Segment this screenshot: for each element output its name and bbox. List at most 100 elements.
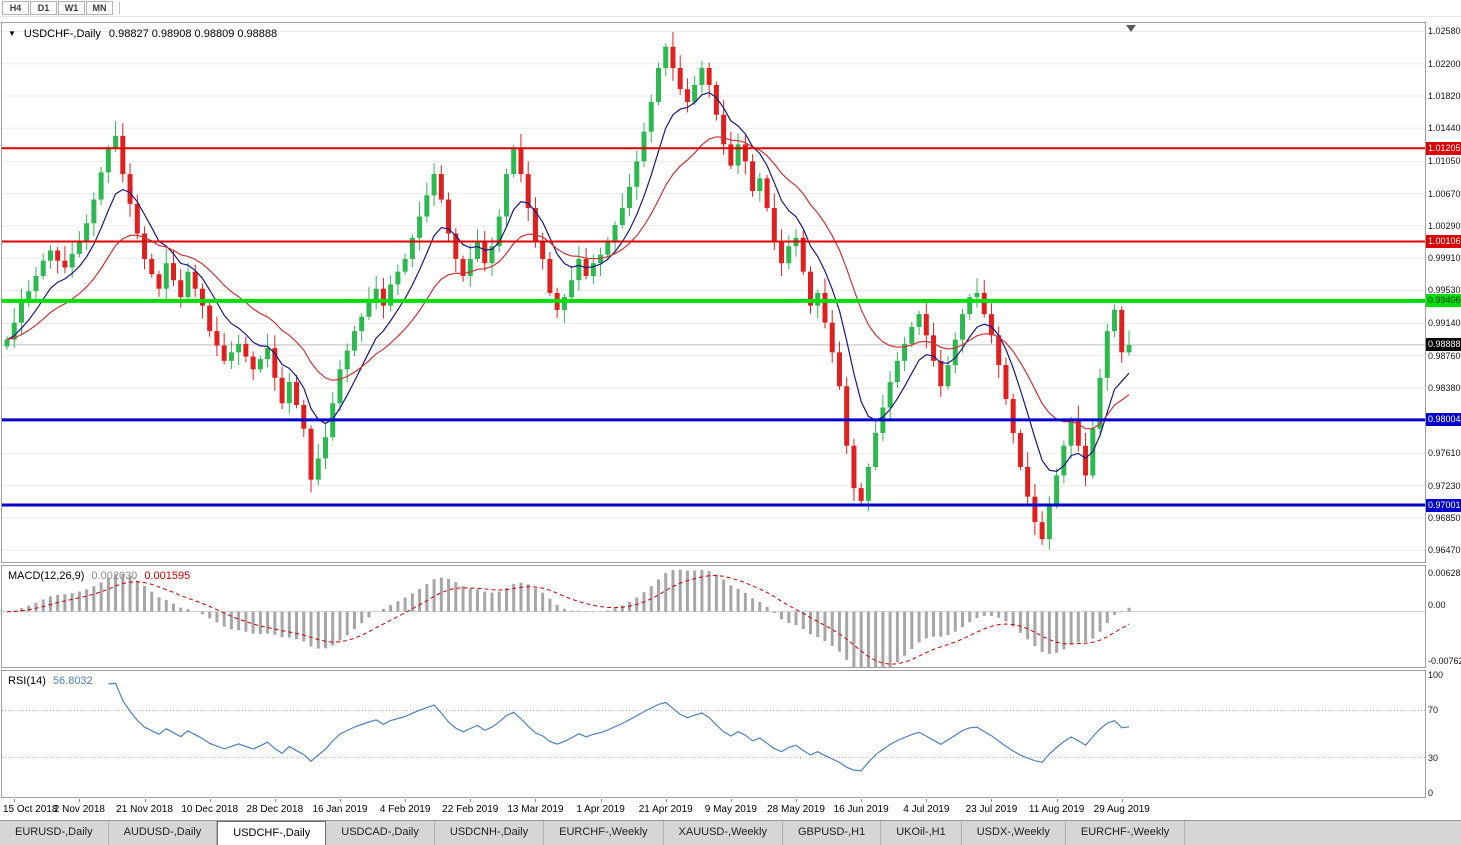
price-tick-label: 0.96850	[1428, 512, 1461, 523]
candle-up	[967, 297, 973, 315]
candle-up	[699, 67, 705, 85]
timeframe-mn-button[interactable]: MN	[86, 1, 113, 15]
candle-down	[713, 84, 719, 115]
candle-down	[1039, 522, 1045, 540]
candle-up	[424, 195, 430, 217]
date-tick	[339, 799, 341, 802]
price-tick-label: 1.00670	[1428, 188, 1461, 199]
chart-tab-usdchf-daily[interactable]: USDCHF-,Daily	[217, 821, 327, 845]
candle-up	[163, 263, 169, 289]
chart-tab-eurchf-weekly[interactable]: EURCHF-,Weekly	[544, 821, 664, 845]
date-label: 22 Feb 2019	[442, 804, 499, 815]
date-tick	[600, 799, 602, 802]
candle-up	[84, 223, 90, 242]
rsi-label: RSI(14) 56.8032	[8, 675, 93, 687]
chart-shift-marker[interactable]	[1126, 25, 1136, 32]
candle-down	[192, 271, 198, 289]
price-axis: 1.02580 1.02200 1.01820 1.01440 1.01050 1.006…	[1426, 23, 1461, 562]
chart-symbol-period: USDCHF-,Daily	[23, 28, 101, 40]
candle-up	[641, 131, 647, 162]
candle-down	[243, 343, 249, 357]
date-label: 2 Nov 2018	[53, 804, 105, 815]
candle-down	[460, 258, 466, 276]
candle-down	[482, 241, 488, 264]
candle-down	[453, 233, 459, 259]
candle-up	[619, 208, 625, 226]
candle-down	[127, 174, 133, 204]
candle-down	[294, 382, 300, 405]
candle-down	[199, 288, 205, 306]
macd-panel[interactable]: MACD(12,26,9) 0.002030 0.001595	[1, 565, 1426, 668]
date-tick	[796, 799, 798, 802]
candle-down	[532, 208, 538, 242]
candle-up	[974, 292, 980, 298]
candle-down	[800, 237, 806, 272]
candle-down	[981, 292, 987, 315]
candle-up	[496, 216, 502, 247]
candle-down	[706, 67, 712, 85]
candle-down	[742, 144, 748, 162]
candle-up	[590, 263, 596, 276]
rsi-tick-label: 100	[1428, 670, 1444, 680]
date-tick	[79, 799, 81, 802]
candle-down	[684, 89, 690, 102]
candle-up	[757, 178, 763, 192]
candle-down	[540, 241, 546, 259]
candle-up	[40, 260, 46, 276]
candle-down	[214, 331, 220, 346]
candle-up	[569, 280, 575, 298]
candle-up	[735, 144, 741, 166]
chart-tab-xauusd-weekly[interactable]: XAUUSD-,Weekly	[663, 821, 783, 845]
candle-down	[120, 135, 126, 175]
date-tick	[991, 799, 993, 802]
timeframe-w1-button[interactable]: W1	[58, 1, 85, 15]
candle-down	[207, 305, 213, 332]
chart-tab-audusd-daily[interactable]: AUDUSD-,Daily	[108, 821, 218, 845]
price-chart-panel[interactable]: ▼ USDCHF-,Daily 0.98827 0.98908 0.98809 …	[1, 22, 1426, 563]
candle-down	[844, 386, 850, 446]
candle-up	[69, 253, 75, 268]
chart-tab-usdcad-daily[interactable]: USDCAD-,Daily	[326, 821, 435, 845]
candle-down	[851, 445, 857, 489]
level-price-badge: 1.01205	[1426, 141, 1461, 155]
candle-down	[250, 356, 256, 370]
candle-down	[518, 148, 524, 175]
candle-down	[677, 67, 683, 90]
date-label: 21 Apr 2019	[638, 804, 693, 815]
candle-up	[388, 284, 394, 306]
price-tick-label: 1.01440	[1428, 123, 1461, 134]
timeframe-h4-button[interactable]: H4	[2, 1, 29, 15]
candle-up	[894, 360, 900, 383]
candle-up	[1068, 420, 1074, 446]
candle-down	[771, 208, 777, 242]
candle-up	[409, 237, 415, 259]
candle-down	[750, 161, 756, 192]
candle-up	[475, 241, 481, 259]
candle-up	[185, 271, 191, 298]
candle-up	[33, 275, 39, 292]
chart-tab-eurusd-daily[interactable]: EURUSD-,Daily	[0, 821, 109, 845]
candle-up	[916, 314, 922, 327]
timeframe-d1-button[interactable]: D1	[30, 1, 57, 15]
macd-tick-label: 0.006286	[1428, 568, 1461, 578]
level-price-badge: 0.99406	[1426, 294, 1461, 308]
chart-tab-usdcnh-daily[interactable]: USDCNH-,Daily	[434, 821, 545, 845]
candle-up	[786, 246, 792, 264]
candle-up	[402, 258, 408, 272]
date-label: 16 Jan 2019	[312, 804, 368, 815]
rsi-panel[interactable]: RSI(14) 56.8032	[1, 670, 1426, 798]
candle-up	[18, 301, 24, 323]
candle-up	[902, 343, 908, 361]
chart-tab-usdx-weekly[interactable]: USDX-,Weekly	[961, 821, 1066, 845]
candle-up	[315, 458, 321, 480]
rsi-tick-label: 70	[1428, 705, 1439, 716]
chart-tab-gbpusd-h1[interactable]: GBPUSD-,H1	[782, 821, 882, 845]
chart-tab-eurchf-weekly[interactable]: EURCHF-,Weekly	[1065, 821, 1186, 845]
candle-up	[627, 186, 633, 209]
macd-signal-line	[6, 574, 1130, 665]
candle-down	[279, 377, 285, 404]
date-label: 4 Feb 2019	[379, 804, 431, 815]
candle-down	[1010, 399, 1016, 433]
chart-tab-ukoil-h1[interactable]: UKOil-,H1	[881, 821, 962, 845]
candle-up	[344, 350, 350, 370]
